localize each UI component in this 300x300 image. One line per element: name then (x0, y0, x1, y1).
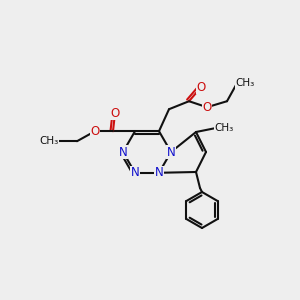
Text: CH₃: CH₃ (39, 136, 58, 146)
Text: O: O (110, 107, 120, 120)
Text: N: N (167, 146, 176, 158)
Text: N: N (130, 166, 140, 179)
Text: CH₃: CH₃ (214, 123, 234, 133)
Text: O: O (196, 81, 206, 94)
Text: O: O (90, 125, 100, 138)
Text: N: N (154, 166, 164, 179)
Text: N: N (118, 146, 127, 158)
Text: CH₃: CH₃ (236, 78, 255, 88)
Text: O: O (202, 101, 211, 114)
